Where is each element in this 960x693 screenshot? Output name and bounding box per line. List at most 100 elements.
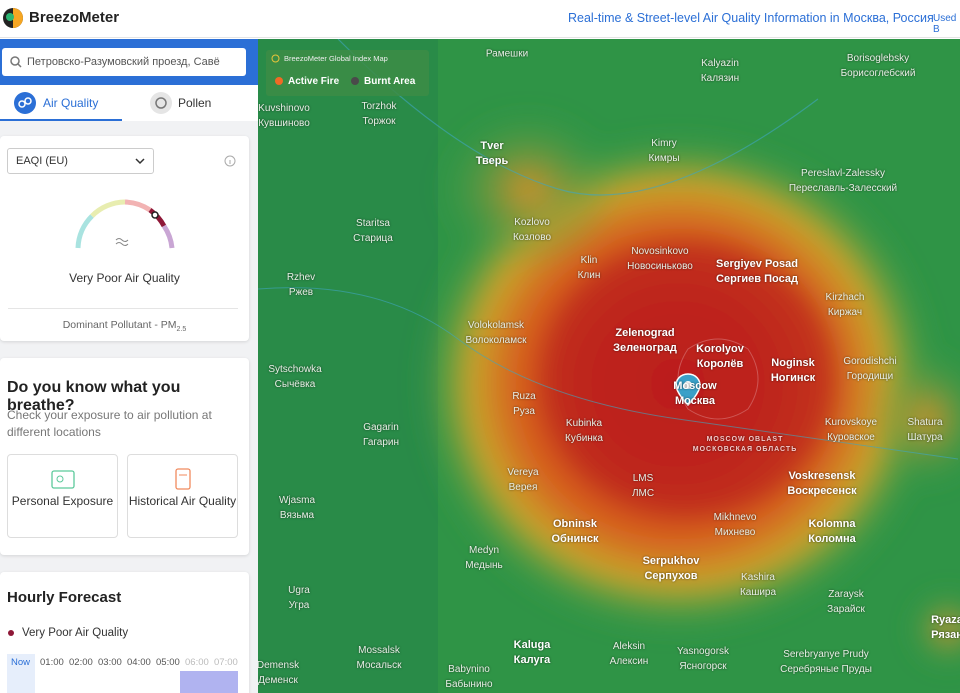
index-select[interactable]: EAQI (EU) xyxy=(7,148,154,174)
map[interactable]: BreezoMeter Global Index Map Active Fire… xyxy=(258,39,960,693)
city-label: Kurovskoye Куровское xyxy=(825,415,877,445)
now-highlight xyxy=(7,654,35,693)
city-label: Demensk Деменск xyxy=(258,658,299,688)
city-label: Serpukhov Серпухов xyxy=(643,554,700,584)
city-label: Moscow Москва xyxy=(673,379,716,409)
city-name: Korolyov xyxy=(696,343,744,355)
forecast-card: Hourly Forecast Very Poor Air Quality No… xyxy=(0,572,249,693)
city-label: Borisoglebsky Борисоглебский xyxy=(841,51,916,81)
city-name: Переславль-Залесский xyxy=(788,183,898,194)
city-label: Kashira Кашира xyxy=(740,570,776,600)
city-label: Kolomna Коломна xyxy=(808,517,855,547)
city-label: Gagarin Гагарин xyxy=(363,420,399,450)
city-label: Kubinka Кубинка xyxy=(565,416,603,446)
dominant-pollutant: Dominant Pollutant - PM2.5 xyxy=(0,319,249,333)
city-name: Kaluga xyxy=(513,639,551,651)
city-label: Korolyov Королёв xyxy=(696,342,744,372)
city-label: Medyn Медынь xyxy=(465,543,503,573)
exposure-card: Do you know what you breathe? Check your… xyxy=(0,358,249,555)
city-label: Wjasma Вязьма xyxy=(279,493,315,523)
personal-exposure-button[interactable]: Personal Exposure xyxy=(7,454,118,538)
city-name: Серебряные Пруды xyxy=(780,664,872,675)
city-name: MOSCOW OBLAST xyxy=(706,436,784,443)
city-label: Рамешки xyxy=(486,47,528,62)
chevron xyxy=(135,158,145,165)
hour-label: 02:00 xyxy=(69,657,93,668)
city-label: Novosinkovo Новосиньково xyxy=(627,244,693,274)
city-name: Yasnogorsk xyxy=(676,646,730,657)
city-label: Rzhev Ржев xyxy=(287,270,315,300)
map-legend: BreezoMeter Global Index Map Active Fire… xyxy=(266,50,429,96)
search-text: Петровско-Разумовский проезд, Савё xyxy=(27,56,220,68)
city-name: Noginsk xyxy=(771,357,815,369)
city-label: Pereslavl-Zalessky Переславль-Залесский xyxy=(789,166,897,196)
historical-button[interactable]: Historical Air Quality xyxy=(127,454,238,538)
city-label: Noginsk Ногинск xyxy=(771,356,815,386)
city-name: Верея xyxy=(508,482,538,493)
city-name: Калязин xyxy=(700,73,740,84)
logo xyxy=(3,8,23,28)
city-label: Klin Клин xyxy=(578,253,601,283)
city-label: Serebryanye Prudy Серебряные Пруды xyxy=(780,647,872,677)
search-input[interactable]: Петровско-Разумовский проезд, Савё xyxy=(2,48,246,76)
city-name: Ногинск xyxy=(770,372,816,384)
tab-icon xyxy=(150,92,172,114)
city-label: Obninsk Обнинск xyxy=(551,517,598,547)
city-name: Серпухов xyxy=(644,570,698,582)
legend-title: BreezoMeter Global Index Map xyxy=(284,54,388,63)
city-name: Babynino xyxy=(448,664,490,675)
city-name: Мосальск xyxy=(356,660,402,671)
brand[interactable]: BreezoMeter xyxy=(29,9,120,26)
city-name: Kurovskoye xyxy=(824,417,878,428)
legend-item: Active Fire xyxy=(288,76,340,87)
city-name: Кувшиново xyxy=(258,118,310,129)
city-label: Mossalsk Мосальск xyxy=(357,643,402,673)
info-icon[interactable] xyxy=(224,155,236,167)
city-name: Gorodishchi xyxy=(843,356,897,367)
button-icon xyxy=(50,470,75,489)
city-name: Medyn xyxy=(468,545,500,556)
city-label: Ryaza Рязан xyxy=(931,613,960,643)
hour-label: 04:00 xyxy=(127,657,151,668)
city-name: Медынь xyxy=(465,560,503,571)
city-name: Rzhev xyxy=(286,272,316,283)
city-name: Сергиев Посад xyxy=(716,273,798,285)
city-name: Торжок xyxy=(362,116,396,127)
city-name: Vereya xyxy=(507,467,539,478)
city-name: Borisoglebsky xyxy=(846,53,910,64)
city-label: Kuvshinovo Кувшиново xyxy=(258,101,310,131)
button-label: Historical Air Quality xyxy=(128,494,237,508)
hour-label: 01:00 xyxy=(40,657,64,668)
city-name: Рязан xyxy=(931,629,960,641)
city-name: Kalyazin xyxy=(701,58,739,69)
city-name: Moscow xyxy=(673,380,717,392)
city-name: Вязьма xyxy=(279,510,315,521)
city-name: Novosinkovo xyxy=(631,246,689,257)
tab-bar: Air Quality Pollen xyxy=(0,85,258,121)
aq-status: Very Poor Air Quality xyxy=(69,271,180,285)
tab-air-quality[interactable]: Air Quality xyxy=(0,85,122,121)
tab-pollen[interactable]: Pollen xyxy=(122,85,258,121)
pollutant-label: Dominant Pollutant - PM xyxy=(62,319,177,331)
city-label: Aleksin Алексин xyxy=(610,639,649,669)
city-name: Shatura xyxy=(907,417,943,428)
city-name: LMS xyxy=(632,473,654,484)
used-by[interactable]: Used B xyxy=(933,13,957,35)
city-name: Staritsa xyxy=(356,218,390,229)
city-name: Kozlovo xyxy=(514,217,550,228)
city-label: Vereya Верея xyxy=(507,465,538,495)
city-name: Шатура xyxy=(907,432,943,443)
city-name: Kirzhach xyxy=(825,292,865,303)
city-name: Киржач xyxy=(827,307,863,318)
header: BreezoMeter Real-time & Street-level Air… xyxy=(0,0,960,38)
city-label: Voskresensk Воскресенск xyxy=(787,469,856,499)
city-label: Babynino Бабынино xyxy=(445,662,492,692)
hour-label: 03:00 xyxy=(98,657,122,668)
city-name: Ржев xyxy=(288,287,314,298)
button-label: Personal Exposure xyxy=(11,494,114,508)
tagline: Real-time & Street-level Air Quality Inf… xyxy=(568,11,934,25)
city-name: Москва xyxy=(674,395,716,407)
city-name: Зарайск xyxy=(827,604,865,615)
